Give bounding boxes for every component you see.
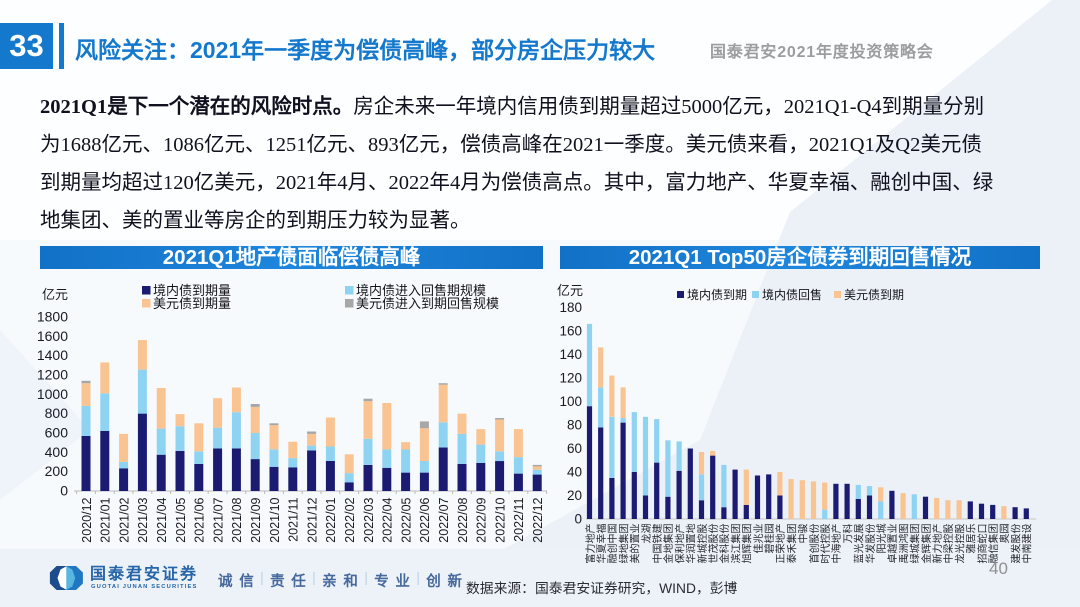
svg-text:800: 800 — [45, 405, 69, 421]
svg-text:首创股份: 首创股份 — [808, 524, 821, 564]
svg-text:2022/09: 2022/09 — [475, 497, 489, 542]
svg-text:1400: 1400 — [37, 347, 68, 363]
svg-text:60: 60 — [567, 441, 582, 456]
svg-text:2021/08: 2021/08 — [230, 497, 244, 542]
svg-text:2022/10: 2022/10 — [493, 497, 507, 542]
svg-text:2022/08: 2022/08 — [456, 497, 470, 542]
svg-text:600: 600 — [45, 425, 69, 441]
svg-text:奥园: 奥园 — [998, 524, 1011, 544]
svg-text:绿城集团: 绿城集团 — [909, 524, 922, 564]
svg-text:新城控股: 新城控股 — [696, 524, 709, 564]
svg-text:2021/06: 2021/06 — [193, 497, 207, 542]
svg-text:中梁控股: 中梁控股 — [942, 524, 955, 564]
svg-text:0: 0 — [574, 512, 582, 527]
svg-text:100: 100 — [559, 394, 582, 409]
svg-text:蓝光发展: 蓝光发展 — [853, 524, 866, 564]
svg-text:华夏幸福: 华夏幸福 — [595, 524, 608, 564]
svg-text:华润置地: 华润置地 — [685, 524, 698, 564]
svg-text:2021/11: 2021/11 — [287, 497, 301, 541]
svg-text:2022/05: 2022/05 — [399, 497, 413, 542]
svg-text:1600: 1600 — [37, 328, 68, 344]
svg-text:亿元: 亿元 — [557, 283, 583, 298]
svg-text:2021/12: 2021/12 — [305, 497, 319, 542]
svg-text:2021/10: 2021/10 — [268, 497, 282, 542]
svg-text:旭辉集团: 旭辉集团 — [741, 524, 754, 564]
svg-text:龙光控股: 龙光控股 — [953, 524, 966, 564]
svg-text:阳光城: 阳光城 — [875, 524, 888, 554]
svg-text:亿元: 亿元 — [42, 287, 68, 302]
svg-text:美的置业: 美的置业 — [629, 524, 642, 564]
svg-text:美元债进入到期回售规模: 美元债进入到期回售规模 — [356, 296, 499, 311]
svg-text:佳兆业: 佳兆业 — [752, 524, 765, 554]
svg-text:80: 80 — [567, 418, 582, 433]
svg-text:中国铁建: 中国铁建 — [651, 524, 664, 564]
svg-text:境内债进入回售期规模: 境内债进入回售期规模 — [356, 283, 486, 298]
svg-text:世茂股份: 世茂股份 — [707, 524, 720, 564]
svg-text:120: 120 — [559, 371, 582, 386]
svg-text:2022/01: 2022/01 — [324, 497, 338, 542]
svg-text:中南建设: 中南建设 — [1021, 524, 1034, 564]
svg-text:2022/02: 2022/02 — [343, 497, 357, 542]
svg-text:境内债到期: 境内债到期 — [687, 287, 747, 302]
svg-text:2022/03: 2022/03 — [362, 497, 376, 542]
svg-text:中海地产: 中海地产 — [830, 524, 843, 564]
svg-text:华发股份: 华发股份 — [864, 524, 877, 564]
svg-text:万科: 万科 — [841, 524, 854, 544]
svg-text:2022/11: 2022/11 — [512, 497, 526, 541]
svg-text:融创中国: 融创中国 — [606, 524, 619, 564]
svg-text:融信集团: 融信集团 — [987, 524, 1000, 564]
svg-text:2021/01: 2021/01 — [99, 497, 113, 542]
svg-text:1000: 1000 — [37, 386, 68, 402]
svg-text:180: 180 — [559, 300, 582, 315]
svg-text:200: 200 — [45, 463, 69, 479]
svg-text:富力地产: 富力地产 — [584, 524, 597, 564]
svg-text:2021/04: 2021/04 — [155, 497, 169, 542]
svg-text:400: 400 — [45, 444, 69, 460]
svg-text:金地集团: 金地集团 — [662, 524, 675, 564]
svg-text:160: 160 — [559, 324, 582, 339]
svg-text:招商蛇口: 招商蛇口 — [976, 524, 989, 564]
svg-text:雅居乐: 雅居乐 — [965, 524, 978, 554]
svg-text:龙湖: 龙湖 — [640, 524, 653, 544]
svg-text:40: 40 — [567, 465, 582, 480]
svg-text:2022/07: 2022/07 — [437, 497, 451, 542]
svg-text:140: 140 — [559, 347, 582, 362]
svg-text:美元债到期: 美元债到期 — [844, 288, 904, 302]
svg-text:滨江集团: 滨江集团 — [729, 524, 742, 564]
svg-text:2022/04: 2022/04 — [381, 497, 395, 542]
svg-text:时代控股: 时代控股 — [819, 524, 832, 564]
svg-text:境内债回售: 境内债回售 — [762, 287, 822, 302]
svg-text:2020/12: 2020/12 — [80, 497, 94, 542]
svg-text:正荣地产: 正荣地产 — [774, 524, 787, 564]
svg-text:1200: 1200 — [37, 367, 68, 383]
svg-text:建发股份: 建发股份 — [1009, 524, 1022, 564]
svg-text:碧桂园: 碧桂园 — [763, 524, 776, 554]
svg-text:0: 0 — [60, 483, 68, 499]
svg-text:2022/12: 2022/12 — [531, 497, 545, 542]
svg-text:保利地产: 保利地产 — [673, 524, 686, 564]
svg-text:2022/06: 2022/06 — [418, 497, 432, 542]
svg-text:境内债到期量: 境内债到期量 — [153, 283, 231, 298]
svg-text:2021/05: 2021/05 — [174, 497, 188, 542]
svg-text:2021/09: 2021/09 — [249, 497, 263, 542]
svg-text:禹洲鸿图: 禹洲鸿图 — [897, 524, 910, 564]
svg-text:2021/07: 2021/07 — [211, 497, 225, 542]
svg-text:卓越置业: 卓越置业 — [886, 524, 899, 564]
svg-text:2021/02: 2021/02 — [117, 497, 131, 542]
svg-text:2021/03: 2021/03 — [136, 497, 150, 542]
svg-text:泰禾集团: 泰禾集团 — [785, 524, 798, 564]
svg-text:中骏: 中骏 — [797, 524, 810, 544]
svg-text:20: 20 — [567, 488, 582, 503]
svg-text:绿地集团: 绿地集团 — [617, 524, 630, 564]
svg-text:1800: 1800 — [37, 308, 68, 324]
svg-text:金辉集团: 金辉集团 — [920, 524, 933, 564]
svg-text:美元债到期量: 美元债到期量 — [153, 296, 231, 311]
svg-text:新力地产: 新力地产 — [931, 524, 944, 564]
svg-text:金科股份: 金科股份 — [718, 524, 731, 564]
